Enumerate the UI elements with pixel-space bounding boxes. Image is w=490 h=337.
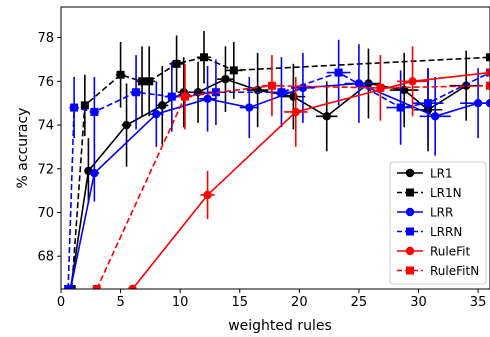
data-point-lrr (152, 109, 161, 119)
x-tick-label: 30 (410, 295, 427, 310)
legend-label-lrrn: LRRN (430, 225, 462, 239)
x-tick-label: 5 (116, 295, 124, 310)
x-tick-label: 10 (172, 295, 189, 310)
data-point-lrrn (211, 88, 220, 97)
data-point-lrrn (334, 68, 343, 77)
data-point-lrr (430, 112, 440, 121)
data-point-lrrn (167, 92, 176, 101)
legend-label-lr1: LR1 (430, 167, 453, 181)
data-point-rulefit (128, 284, 137, 289)
series-lr1n (67, 31, 490, 289)
data-point-rulefitn (376, 83, 385, 92)
data-point-rulefitn (180, 92, 189, 101)
data-point-rulefit (408, 77, 417, 86)
legend: LR1 LR1N LRR LRRN RuleFit RuleFitN (389, 161, 487, 285)
data-point-lr1n (486, 53, 490, 62)
legend-marker-lr1n (406, 188, 414, 197)
series-lrrn (64, 39, 490, 289)
x-tick-label: 0 (57, 295, 65, 310)
axes-layer: 0 5 10 15 20 25 30 35 68 70 72 74 76 78 (37, 6, 490, 310)
data-point-lr1 (122, 120, 131, 130)
legend-item-lr1n: LR1N (397, 186, 462, 200)
data-point-rulefitn (267, 81, 276, 90)
x-tick-label: 15 (231, 295, 248, 310)
data-point-lr1n (172, 59, 181, 68)
y-tick-label: 76 (37, 75, 54, 90)
data-point-lrrn (396, 103, 405, 112)
data-point-lrrn (90, 107, 99, 116)
data-point-lrr (90, 168, 99, 178)
data-point-lr1n (229, 66, 238, 75)
legend-marker-lr1 (405, 168, 415, 178)
plot-frame (60, 6, 490, 290)
series-line-lrr (69, 82, 490, 289)
data-point-rulefitn (92, 285, 101, 289)
series-layer (64, 31, 490, 289)
data-point-lr1n (200, 53, 208, 62)
y-tick-label: 72 (37, 162, 54, 177)
y-tick-label: 78 (37, 31, 54, 46)
data-point-lr1n (80, 101, 89, 110)
legend-label-lrr: LRR (430, 206, 453, 220)
data-point-lrrn (424, 99, 433, 108)
data-point-lrr (245, 103, 254, 112)
data-point-lr1n (145, 77, 154, 86)
legend-label-rulefitn: RuleFitN (430, 264, 479, 278)
data-point-lrr (203, 94, 212, 104)
data-point-lr1n (138, 77, 147, 86)
data-point-rulefit (203, 190, 212, 200)
data-point-lr1n (116, 70, 125, 79)
legend-marker-rulefitn (406, 266, 414, 275)
x-tick-label: 35 (470, 295, 487, 310)
x-axis-label: weighted rules (228, 318, 332, 334)
series-rulefit (128, 46, 490, 289)
data-point-lrr (485, 98, 490, 108)
legend-item-lrrn: LRRN (397, 225, 462, 239)
data-point-lrr (473, 98, 483, 108)
data-point-lr1 (158, 101, 167, 110)
x-tick-label: 20 (291, 295, 308, 310)
y-tick-label: 68 (37, 250, 54, 265)
data-point-rulefitn (486, 81, 490, 90)
legend-marker-rulefit (405, 246, 415, 256)
series-line-lr1n (70, 56, 490, 289)
legend-item-lr1: LR1 (397, 167, 453, 181)
x-tick-label: 25 (351, 295, 368, 310)
y-tick-label: 70 (37, 206, 54, 221)
legend-item-lrr: LRR (397, 206, 453, 220)
series-line-lr1 (69, 78, 467, 289)
legend-label-rulefit: RuleFit (430, 245, 470, 259)
y-axis-label: % accuracy (15, 108, 31, 189)
data-point-lrrn (132, 88, 141, 97)
y-tick-label: 74 (37, 119, 54, 134)
data-point-lr1 (322, 112, 331, 121)
legend-label-lr1n: LR1N (430, 186, 462, 200)
data-point-lrrn (277, 88, 286, 97)
legend-item-rulefitn: RuleFitN (397, 264, 479, 278)
data-point-rulefit (485, 68, 490, 77)
data-point-lrrn (64, 285, 73, 289)
data-point-lr1 (221, 74, 230, 84)
legend-marker-lrr (405, 207, 415, 217)
series-rulefitn (92, 55, 490, 289)
legend-item-rulefit: RuleFit (397, 245, 470, 259)
legend-marker-lrrn (406, 227, 414, 236)
data-point-lrrn (70, 103, 79, 112)
series-lrr (66, 44, 490, 289)
data-point-rulefit (291, 107, 300, 117)
